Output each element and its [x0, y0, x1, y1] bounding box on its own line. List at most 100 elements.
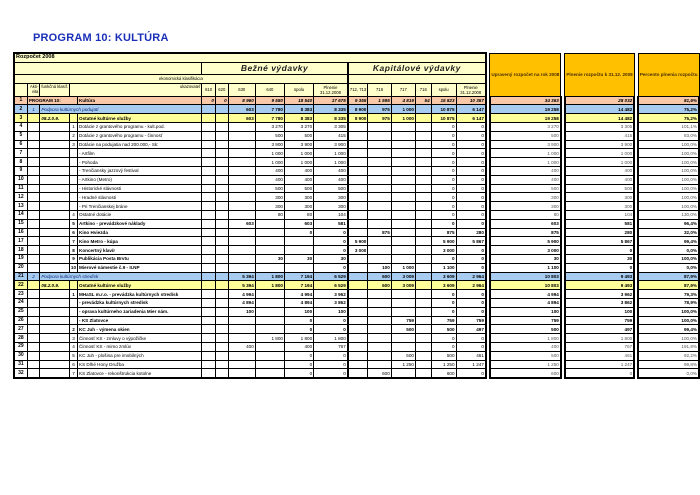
- c717: [390, 121, 416, 132]
- column-header: Plnenie 31.12.2008: [455, 82, 487, 97]
- current-fulfilment: 6 529: [313, 280, 349, 291]
- functional-classification: [39, 218, 70, 229]
- item-number: 8: [68, 245, 79, 255]
- item-name: - Artkino (Metro): [77, 174, 203, 185]
- current-total: 0: [283, 359, 315, 370]
- capital-fulfilment: 0: [455, 306, 487, 317]
- c640: [254, 306, 285, 317]
- activity: [26, 341, 41, 352]
- item-number: 2: [68, 130, 79, 141]
- capital-fulfilment: 0: [455, 289, 487, 299]
- budget-fulfilment: 400: [563, 165, 636, 176]
- capital-total: 0: [430, 157, 457, 167]
- c717: [390, 341, 416, 352]
- column-header: ukazovateľ: [68, 82, 203, 97]
- row-number: 1: [12, 95, 28, 106]
- row-number: 11: [12, 183, 28, 194]
- item-name: - Pri Trenčianskej bráne: [77, 201, 203, 211]
- table-row: 11- Historické slávnosti 500 500 500 0 0 500 50…: [12, 183, 700, 194]
- c630: [227, 350, 256, 361]
- item-number: 5: [68, 350, 79, 361]
- c610: [201, 297, 216, 308]
- capital-total: 0: [430, 306, 457, 317]
- capital-fulfilment: 0: [455, 148, 487, 159]
- adjusted-budget: 4 894: [488, 297, 562, 308]
- current-fulfilment: 300: [313, 192, 349, 203]
- current-total: 4 994: [283, 289, 315, 299]
- capital-fulfilment: 0: [455, 165, 487, 176]
- current-total: 7 194: [283, 271, 315, 282]
- functional-classification: [39, 368, 70, 380]
- functional-classification: [39, 227, 70, 238]
- activity: [26, 201, 41, 211]
- c712-713: [347, 130, 369, 141]
- c716b: [414, 104, 432, 115]
- item-name: Dotácie z grantového programu - kult.pod…: [77, 121, 203, 132]
- capital-total: 1 250: [430, 359, 457, 370]
- c716: [367, 350, 392, 361]
- c716: 600: [367, 368, 392, 380]
- c712-713: [347, 121, 369, 132]
- c620: [214, 262, 229, 273]
- current-total: 8 383: [283, 104, 315, 115]
- adjusted-budget: 4 994: [488, 289, 562, 299]
- c716: [367, 359, 392, 370]
- current-fulfilment: 0: [313, 245, 349, 255]
- c620: [214, 165, 229, 176]
- capital-total: 600: [430, 368, 457, 380]
- activity: [26, 262, 41, 273]
- item-number: [68, 315, 79, 326]
- item-name: Dotácie na podujatia nad 200.000,- Sk:: [77, 139, 203, 150]
- activity: [26, 289, 41, 299]
- current-total: 3 900: [283, 139, 315, 150]
- c630: [227, 130, 256, 141]
- table-row: 29 4 Činnosť KS - mimo zmlúv 400 400 767 0 0 400…: [12, 341, 700, 352]
- fulfilment-percent: 32,0%: [637, 227, 700, 238]
- capital-fulfilment: 0: [455, 139, 487, 150]
- functional-classification: [39, 157, 70, 167]
- c712-713: [347, 209, 369, 220]
- fulfilment-percent: 96,4%: [637, 218, 700, 229]
- adjusted-budget: 100: [488, 306, 562, 317]
- c712-713: [347, 139, 369, 150]
- activity: PROGRAM 10:: [26, 95, 79, 106]
- budget-fulfilment: 0: [563, 262, 636, 273]
- capital-total: 0: [430, 165, 457, 176]
- c712-713: [347, 157, 369, 167]
- c717: [390, 253, 416, 264]
- c716b: [414, 297, 432, 308]
- fulfilment-percent: 101,1%: [637, 121, 700, 132]
- fulfilment-percent: 100,0%: [637, 192, 700, 203]
- capital-fulfilment: 6 147: [455, 113, 487, 123]
- adjusted-budget: 300: [488, 201, 562, 211]
- table-row: 17 7 Kino Metro - kúpa 0 5 900 5 900 5 867 5 90…: [12, 236, 700, 247]
- row-number: 20: [12, 262, 28, 273]
- c717: [390, 297, 416, 308]
- c716b: [414, 236, 432, 247]
- column-header: [12, 82, 28, 97]
- capital-fulfilment: 0: [455, 201, 487, 211]
- c630: [227, 209, 256, 220]
- fulfilment-percent: 100,0%: [637, 333, 700, 343]
- budget-fulfilment: 0: [563, 245, 636, 255]
- item-number: 7: [68, 368, 79, 380]
- c716: 975: [367, 113, 392, 123]
- current-total: 300: [283, 192, 315, 203]
- capital-total: 0: [430, 297, 457, 308]
- item-name: Dotácie z grantového programu - činnosť: [77, 130, 203, 141]
- c620: [214, 359, 229, 370]
- c630: [227, 245, 256, 255]
- c716: [367, 289, 392, 299]
- c716b: [414, 359, 432, 370]
- capital-fulfilment: 5 867: [455, 236, 487, 247]
- capital-total: 875: [430, 227, 457, 238]
- fulfilment-percent: 0,0%: [637, 262, 700, 273]
- budget-fulfilment: 1 247: [563, 359, 636, 370]
- c640: 7 780: [254, 104, 285, 115]
- activity: [26, 350, 41, 361]
- current-fulfilment: 767: [313, 341, 349, 352]
- c717: 1 000: [390, 104, 416, 115]
- c716b: [414, 227, 432, 238]
- activity: [26, 121, 41, 132]
- current-total: [283, 262, 315, 273]
